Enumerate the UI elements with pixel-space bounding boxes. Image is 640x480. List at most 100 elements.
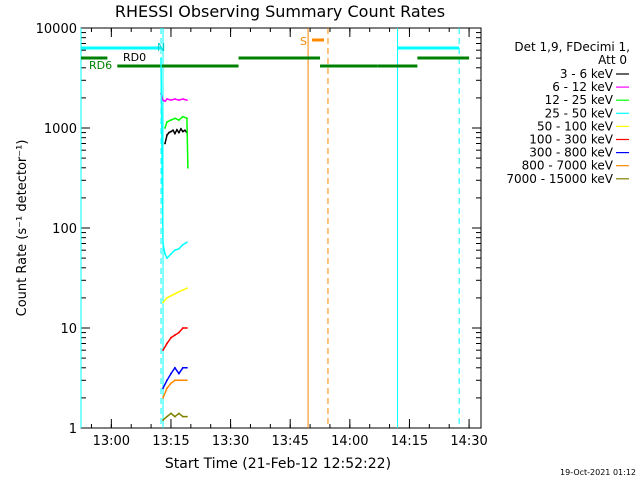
annotation-s: S xyxy=(300,35,307,48)
series-point xyxy=(178,290,180,293)
series-point xyxy=(168,131,170,134)
series-point xyxy=(185,241,188,244)
series-point xyxy=(162,99,164,102)
x-tick-labels: 13:00 13:15 13:30 13:45 14:00 14:15 14:30 xyxy=(93,434,488,449)
chart-title: RHESSI Observing Summary Count Rates xyxy=(115,2,445,21)
series-point xyxy=(186,166,189,169)
series-point xyxy=(181,130,184,133)
legend-entry-label: 6 - 12 keV xyxy=(552,80,614,94)
series-point xyxy=(185,99,188,102)
series-point xyxy=(174,379,176,382)
x-axis-label: Start Time (21-Feb-12 12:52:22) xyxy=(165,456,391,472)
series-point xyxy=(185,366,188,369)
y-tick-label: 1000 xyxy=(44,122,77,137)
series-point xyxy=(181,366,184,369)
x-tick-label: 13:30 xyxy=(212,434,249,449)
series-point xyxy=(166,98,168,100)
series-point xyxy=(170,382,172,385)
series-lines xyxy=(160,57,189,421)
series-point xyxy=(166,134,168,136)
legend-entry-label: 800 - 7000 keV xyxy=(522,159,614,173)
series-point xyxy=(174,366,176,369)
series-point xyxy=(178,372,180,375)
plot-frame xyxy=(80,27,482,429)
series-point xyxy=(166,257,168,260)
x-tick-label: 14:15 xyxy=(391,434,428,449)
series-point xyxy=(164,100,166,103)
series-point xyxy=(185,287,188,290)
legend-header-line-1: Det 1,9, FDecimi 1, xyxy=(514,40,630,54)
y-tick-label: 100 xyxy=(52,222,77,237)
series-point xyxy=(178,331,180,334)
series-point xyxy=(174,132,176,135)
series-point xyxy=(170,372,172,375)
x-tick-label: 14:30 xyxy=(450,434,487,449)
y-axis-label: Count Rate (s⁻¹ detector⁻¹) xyxy=(15,140,30,317)
series-point xyxy=(174,334,176,336)
series-point xyxy=(178,99,180,102)
series-point xyxy=(178,379,180,382)
series-point xyxy=(170,336,172,339)
series-point xyxy=(178,247,180,250)
x-tick-label: 13:45 xyxy=(271,434,308,449)
series-point xyxy=(166,121,168,123)
series-point xyxy=(162,301,164,304)
series-point xyxy=(170,412,172,415)
y-tick-label: 10000 xyxy=(36,22,77,37)
series-line xyxy=(162,327,187,351)
series-point xyxy=(170,253,172,255)
series-point xyxy=(176,128,178,131)
series-point xyxy=(166,387,168,390)
x-tick-label: 13:15 xyxy=(152,434,189,449)
y-tick-labels: 1 10 100 1000 10000 xyxy=(36,22,77,437)
legend-entry-label: 7000 - 15000 keV xyxy=(506,172,613,186)
series-point xyxy=(170,119,172,121)
series-point xyxy=(166,296,168,299)
series-point xyxy=(181,243,184,246)
series-point xyxy=(178,119,180,121)
timestamp: 19-Oct-2021 01:12 xyxy=(560,468,636,477)
legend-entry-label: 25 - 50 keV xyxy=(545,106,614,120)
series-point xyxy=(185,415,188,418)
series-point xyxy=(174,117,176,120)
series-point xyxy=(174,249,176,252)
series-point xyxy=(164,142,166,145)
annotation-n: N xyxy=(157,41,165,54)
series-point xyxy=(166,342,168,345)
legend-entry-label: 50 - 100 keV xyxy=(537,119,614,133)
y-tick-label: 10 xyxy=(60,322,77,337)
series-point xyxy=(181,115,184,118)
series-point xyxy=(180,127,182,130)
series-point xyxy=(185,327,188,329)
series-point xyxy=(185,379,188,382)
series-line xyxy=(164,115,189,168)
series-point xyxy=(170,294,172,297)
series-line xyxy=(162,366,187,389)
series-point xyxy=(170,130,172,133)
legend-entry-label: 3 - 6 keV xyxy=(560,67,614,81)
series-point xyxy=(162,419,164,421)
legend-header-line-2: Att 0 xyxy=(598,53,627,67)
annotation-rd6: RD6 xyxy=(89,59,112,72)
series-point xyxy=(164,253,166,255)
series-point xyxy=(174,415,176,418)
series-point xyxy=(183,129,186,132)
series-point xyxy=(174,98,176,100)
series-point xyxy=(181,98,184,100)
series-point xyxy=(164,127,166,129)
series-point xyxy=(162,396,164,399)
legend-entry-label: 300 - 800 keV xyxy=(529,146,613,160)
series-point xyxy=(178,131,180,134)
x-tick-label: 14:00 xyxy=(331,434,368,449)
series-point xyxy=(160,57,162,60)
series-point xyxy=(166,415,168,418)
series-point xyxy=(174,292,176,295)
series-line xyxy=(162,379,187,399)
series-point xyxy=(162,349,164,352)
series-point xyxy=(181,289,184,291)
series-point xyxy=(162,242,164,245)
series-point xyxy=(185,117,188,120)
vertical-markers xyxy=(80,28,460,428)
